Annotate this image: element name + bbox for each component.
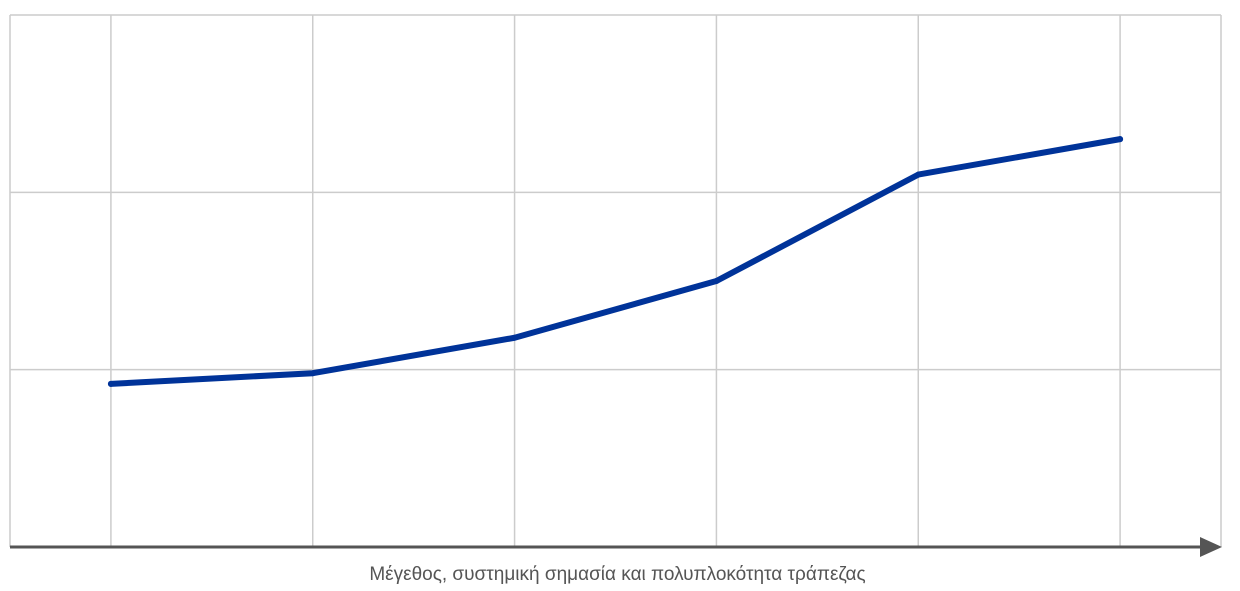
x-axis-label: Μέγεθος, συστημική σημασία και πολυπλοκό… bbox=[369, 564, 865, 585]
data-point bbox=[713, 278, 720, 284]
series-line-1 bbox=[107, 136, 1124, 387]
data-point bbox=[107, 380, 114, 387]
data-point bbox=[511, 334, 518, 341]
plot-frame bbox=[9, 14, 1222, 547]
data-point bbox=[309, 370, 316, 377]
x-axis-arrow-icon bbox=[1200, 537, 1222, 557]
gridlines bbox=[10, 15, 1221, 547]
series-layer bbox=[107, 136, 1124, 387]
x-axis bbox=[10, 537, 1222, 557]
data-point bbox=[915, 171, 922, 178]
data-point bbox=[1117, 136, 1124, 143]
